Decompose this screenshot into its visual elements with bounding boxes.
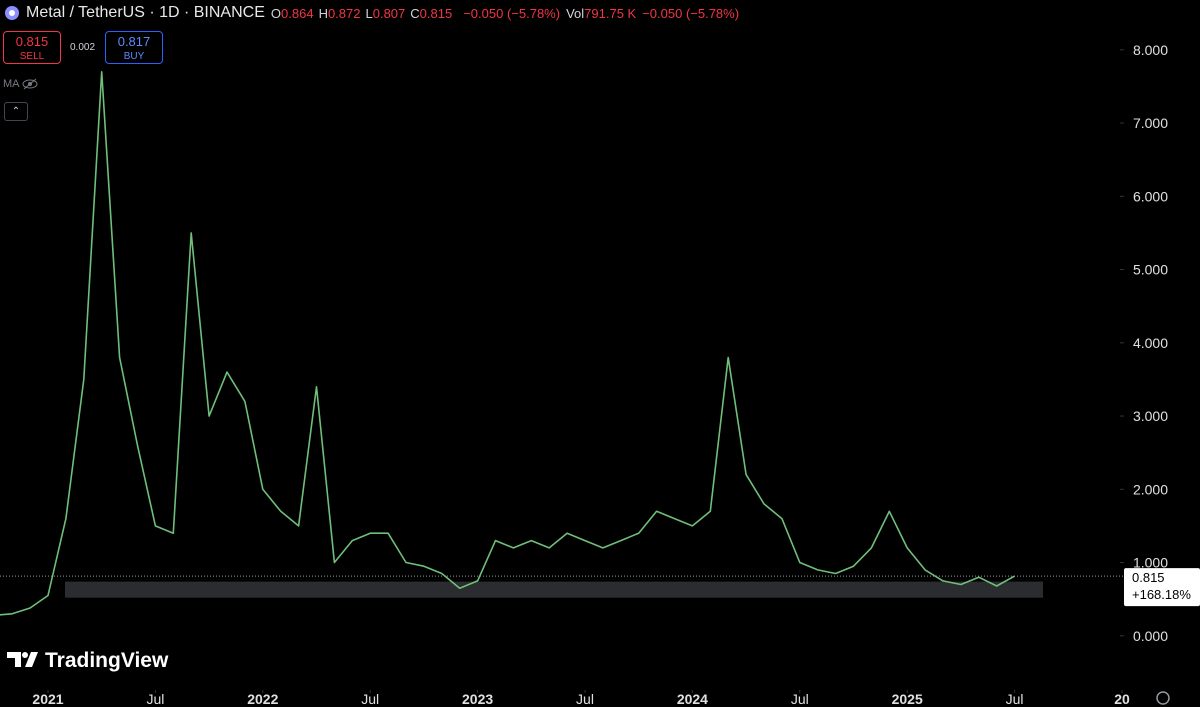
settings-icon [1156, 691, 1170, 705]
y-tick-label: 6.000 [1133, 188, 1168, 204]
buy-button[interactable]: 0.817 BUY [105, 31, 163, 64]
x-tick-label: Jul [791, 691, 809, 707]
volume-change: −0.050 (−5.78%) [642, 5, 740, 21]
ohlc-value: 0.815 [419, 5, 453, 21]
x-tick-label: 2023 [462, 691, 493, 707]
y-tick-label: 0.000 [1133, 628, 1168, 644]
last-change-label: +168.18% [1132, 587, 1191, 602]
y-tick-label: 8.000 [1133, 42, 1168, 58]
y-tick-label: 7.000 [1133, 115, 1168, 131]
brand-dot [22, 652, 28, 658]
ohlc-key: L [365, 5, 373, 21]
x-tick-label: Jul [361, 691, 379, 707]
indicator-label[interactable]: MA [3, 78, 38, 90]
brand-name: TradingView [45, 649, 169, 672]
ohlc-key: O [270, 5, 282, 21]
brand-mark [7, 652, 38, 667]
y-tick-label: 4.000 [1133, 335, 1168, 351]
x-tick-label: Jul [146, 691, 164, 707]
buy-price: 0.817 [117, 34, 151, 49]
collapse-button[interactable]: ⌃ [4, 102, 28, 121]
x-tick-label: Jul [576, 691, 594, 707]
sell-price: 0.815 [15, 34, 49, 49]
buy-label: BUY [123, 51, 145, 62]
x-tick-label: 2022 [247, 691, 278, 707]
x-tick-label: 2024 [677, 691, 708, 707]
legend-header: Metal / TetherUS · 1D · BINANCE O0.864 H0… [4, 4, 739, 22]
indicator-name: MA [3, 78, 19, 90]
change: −0.050 (−5.78%) [463, 5, 561, 21]
x-tick-label: 2025 [892, 691, 923, 707]
price-line [0, 71, 1015, 616]
x-tick-label: 20 [1114, 691, 1130, 707]
ohlc-key: C [410, 5, 420, 21]
hide-icon[interactable] [22, 78, 38, 90]
y-tick-label: 5.000 [1133, 262, 1168, 278]
support-zone [65, 581, 1043, 598]
last-price-box [1124, 568, 1200, 607]
y-tick-label: 1.000 [1133, 555, 1168, 571]
symbol-title[interactable]: Metal / TetherUS · 1D · BINANCE [26, 4, 265, 21]
sell-button[interactable]: 0.815 SELL [3, 31, 61, 64]
brand-logo: TradingView [7, 649, 169, 672]
volume-label: Vol [566, 5, 585, 21]
ohlc-value: 0.872 [327, 5, 361, 21]
volume: 791.75 K [584, 5, 637, 21]
x-tick-label: 2021 [32, 691, 63, 707]
spread: 0.002 [70, 42, 96, 53]
x-tick-label: Jul [1006, 691, 1024, 707]
last-price-label: 0.815 [1132, 570, 1165, 585]
y-tick-label: 3.000 [1133, 408, 1168, 424]
ohlc-value: 0.864 [281, 5, 314, 21]
symbol-icon [5, 6, 19, 20]
ohlc-key: H [318, 5, 328, 21]
ohlc-value: 0.807 [372, 5, 406, 21]
ohlc: O0.864 H0.872 L0.807 C0.815 [271, 5, 457, 22]
y-tick-label: 2.000 [1133, 481, 1168, 497]
sell-label: SELL [19, 51, 45, 62]
